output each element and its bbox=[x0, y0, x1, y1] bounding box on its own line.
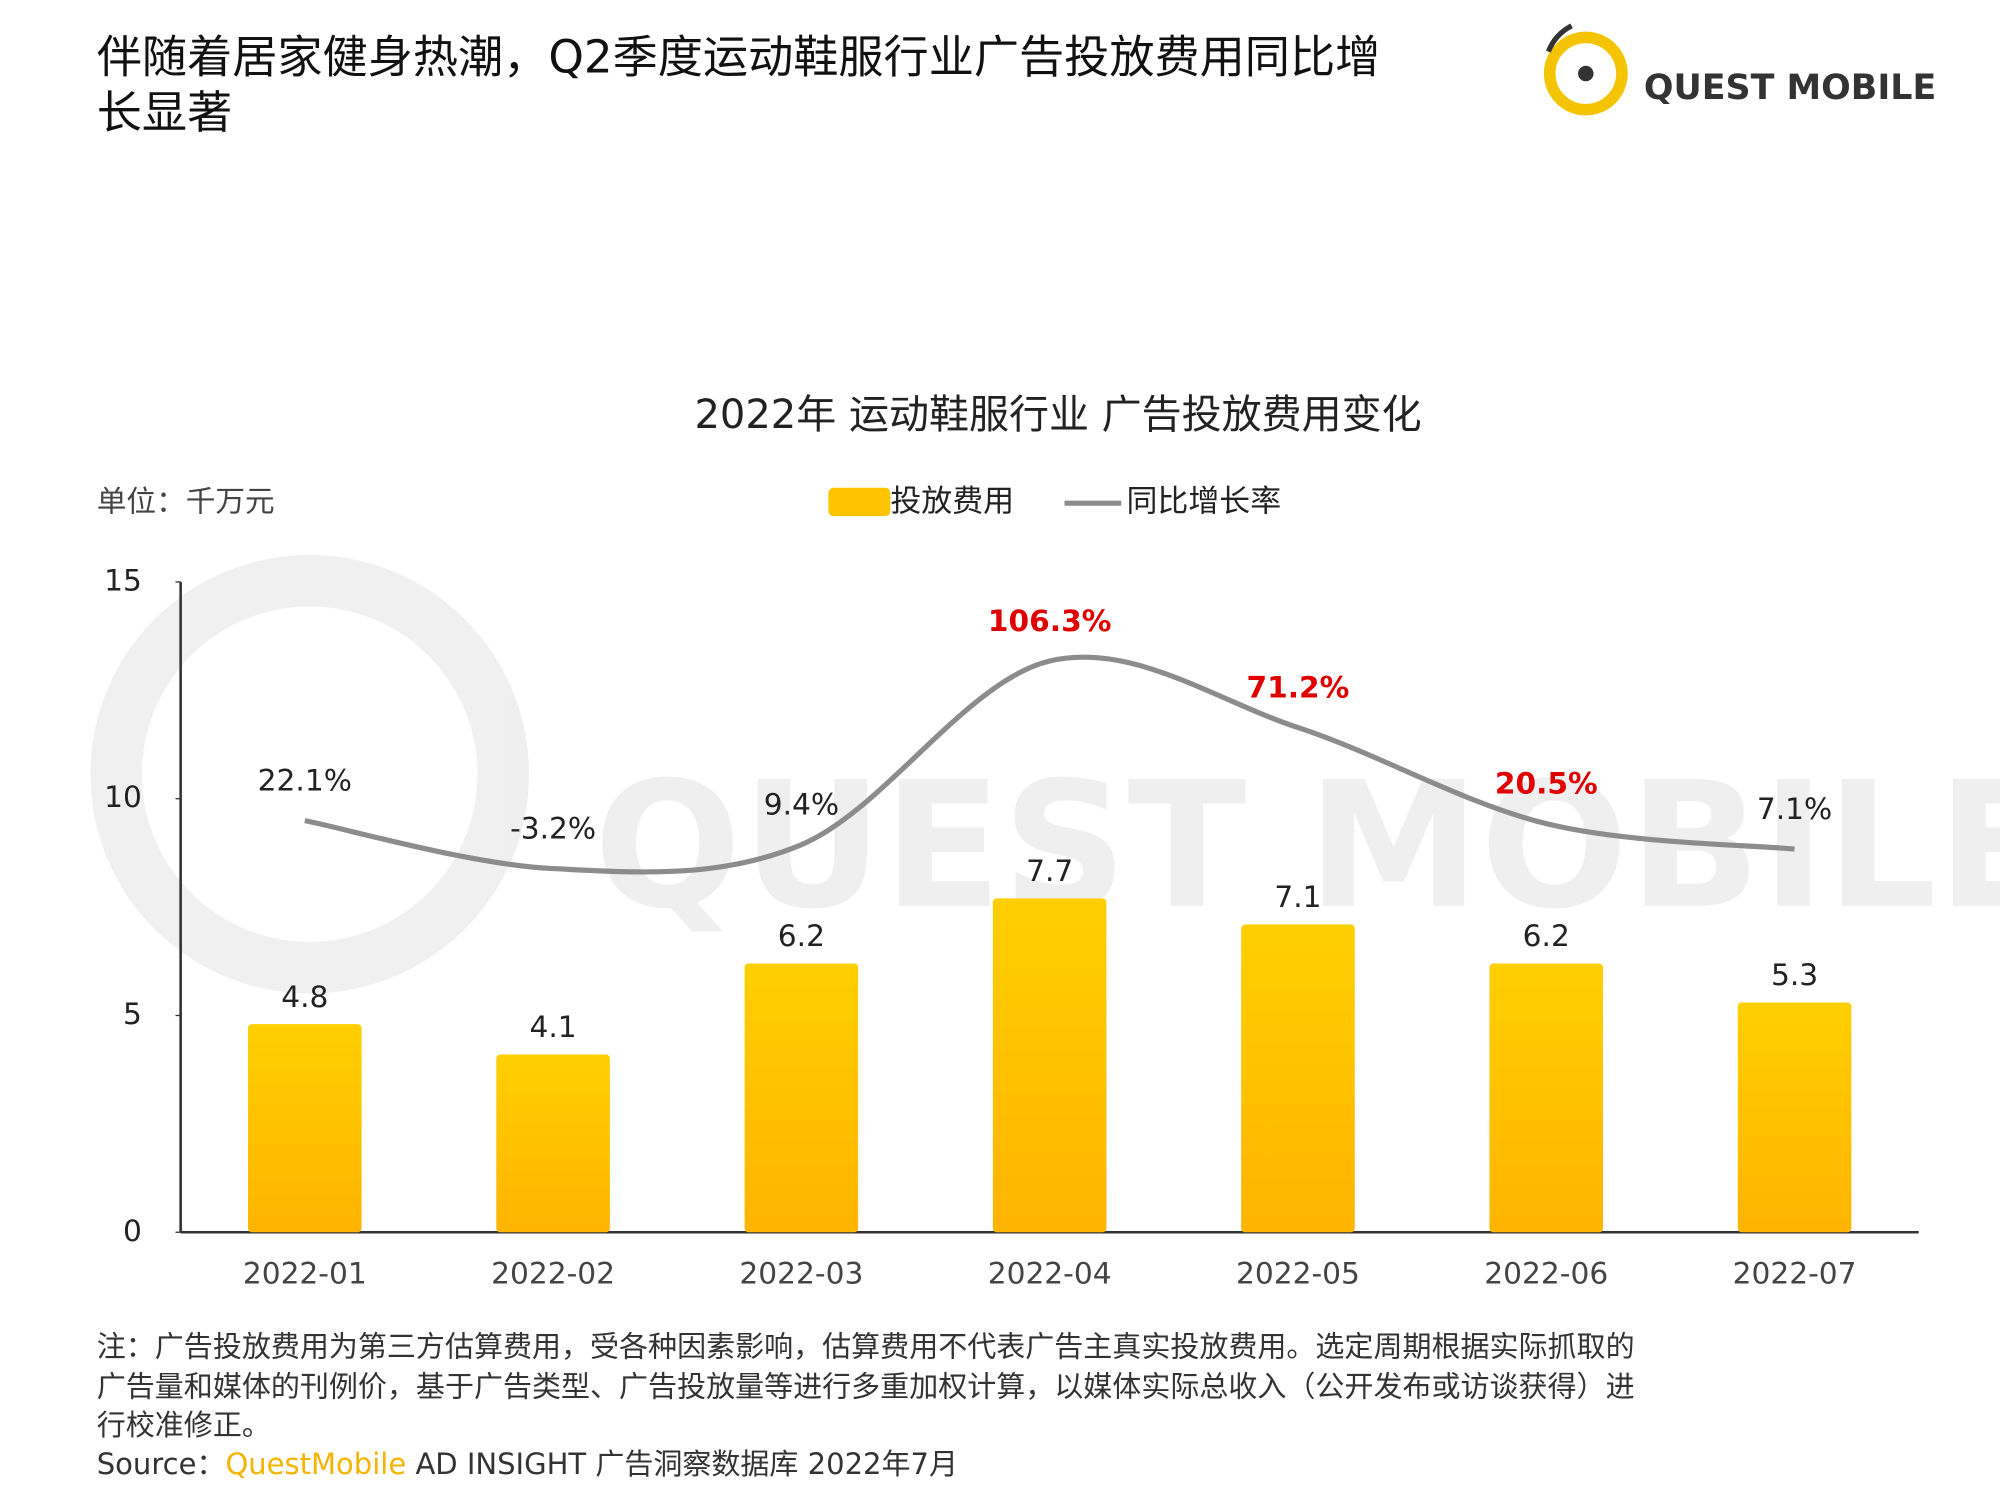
note: 注：广告投放费用为第三方估算费用，受各种因素影响，估算费用不代表广告主真实投放费… bbox=[97, 1329, 1635, 1363]
y-tick-label: 5 bbox=[123, 996, 142, 1031]
line-label: 22.1% bbox=[258, 762, 352, 797]
unit-label: 单位：千万元 bbox=[97, 484, 275, 519]
legend-label: 投放费用 bbox=[890, 484, 1014, 520]
y-tick-label: 0 bbox=[123, 1213, 142, 1248]
logo: QUEST MOBILE bbox=[1543, 23, 1936, 116]
x-tick-label: 2022-04 bbox=[988, 1255, 1112, 1290]
bar-label: 5.3 bbox=[1771, 957, 1818, 992]
chart-title: 2022年 运动鞋服行业 广告投放费用变化 bbox=[694, 392, 1421, 438]
note: 行校准修正。 bbox=[97, 1408, 271, 1442]
line-label: 106.3% bbox=[988, 603, 1112, 638]
bar bbox=[992, 898, 1107, 1233]
line bbox=[304, 654, 1795, 875]
x-tick-label: 2022-02 bbox=[491, 1255, 615, 1290]
source-rest: AD INSIGHT 广告洞察数据库 2022年7月 bbox=[415, 1447, 958, 1481]
bar-label: 4.8 bbox=[281, 979, 328, 1014]
line-label: -3.2% bbox=[510, 810, 596, 845]
page-title: 伴随着居家健身热潮，Q2季度运动鞋服行业广告投放费用同比增 bbox=[97, 31, 1381, 84]
note: 广告量和媒体的刊例价，基于广告类型、广告投放量等进行多重加权计算，以媒体实际总收… bbox=[97, 1369, 1635, 1403]
line-label: 71.2% bbox=[1247, 669, 1350, 704]
legend-swatch bbox=[828, 487, 891, 517]
bar bbox=[744, 963, 859, 1233]
x-tick-label: 2022-05 bbox=[1236, 1255, 1360, 1290]
bar-label: 4.1 bbox=[530, 1009, 577, 1044]
x-tick-label: 2022-01 bbox=[243, 1255, 367, 1290]
bar bbox=[1241, 924, 1355, 1233]
page-title: 长显著 bbox=[97, 86, 232, 139]
line-label: 7.1% bbox=[1757, 791, 1832, 826]
bar bbox=[496, 1054, 610, 1233]
bar-label: 7.1 bbox=[1274, 879, 1321, 914]
y-tick-label: 15 bbox=[104, 562, 142, 597]
source-brand: QuestMobile bbox=[225, 1447, 406, 1481]
y-tick-label: 10 bbox=[104, 779, 142, 814]
source-prefix: Source： bbox=[97, 1447, 226, 1481]
source: Source：QuestMobile AD INSIGHT 广告洞察数据库 20… bbox=[97, 1447, 958, 1481]
logo-text: QUEST MOBILE bbox=[1644, 68, 1936, 108]
bar-label: 7.7 bbox=[1026, 853, 1073, 888]
line-label: 9.4% bbox=[764, 787, 839, 822]
x-tick-label: 2022-03 bbox=[739, 1255, 863, 1290]
line-label: 20.5% bbox=[1495, 765, 1598, 800]
bar bbox=[1489, 963, 1604, 1233]
x-tick-label: 2022-07 bbox=[1733, 1255, 1857, 1290]
bar-label: 6.2 bbox=[1523, 918, 1570, 953]
bar bbox=[248, 1024, 362, 1233]
x-tick-label: 2022-06 bbox=[1484, 1255, 1608, 1290]
legend-label: 同比增长率 bbox=[1126, 484, 1281, 520]
bar bbox=[1737, 1002, 1852, 1233]
bar-label: 6.2 bbox=[778, 918, 825, 953]
